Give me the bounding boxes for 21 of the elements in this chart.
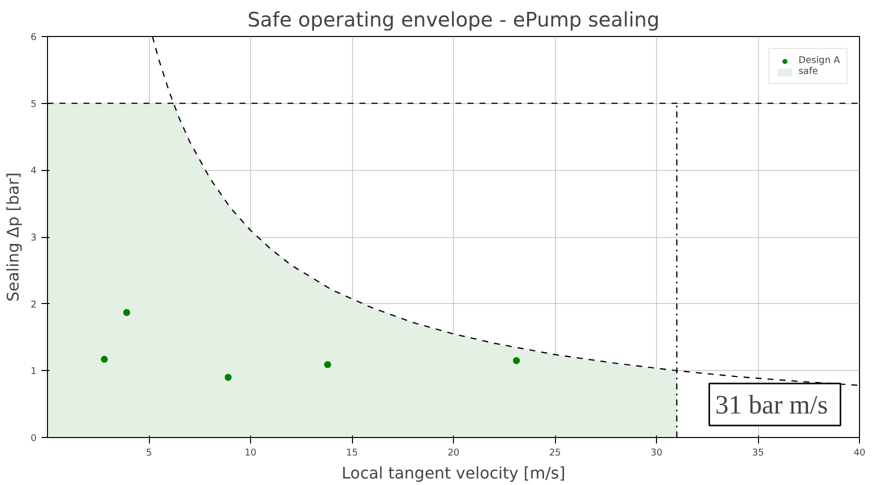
y-tick-label: 3 <box>30 232 37 244</box>
y-tick-label: 6 <box>30 32 37 43</box>
x-tick-label: 40 <box>854 448 866 458</box>
x-tick-label: 35 <box>752 448 764 458</box>
legend-label: safe <box>798 66 818 77</box>
legend-label: Design A <box>798 55 840 66</box>
x-tick-label: 20 <box>448 448 460 458</box>
x-tick-label: 25 <box>549 448 561 458</box>
annotation: 31 bar m/s <box>715 389 828 420</box>
x-tick-label: 5 <box>146 448 152 458</box>
y-tick-label: 2 <box>30 299 37 310</box>
x-tick-label: 30 <box>650 448 662 458</box>
y-tick-label: 0 <box>30 433 37 444</box>
y-tick-label: 1 <box>30 366 37 378</box>
x-axis-title: Local tangent velocity [m/s] <box>342 464 566 482</box>
y-tick-label: 4 <box>30 166 37 177</box>
y-tick-label: 5 <box>30 98 37 110</box>
chart-title: Safe operating envelope - ePump sealing <box>247 8 660 32</box>
x-tick-label: 15 <box>346 448 358 458</box>
x-tick-label: 10 <box>244 448 256 458</box>
y-axis-title: Sealing Δp [bar] <box>4 172 23 302</box>
